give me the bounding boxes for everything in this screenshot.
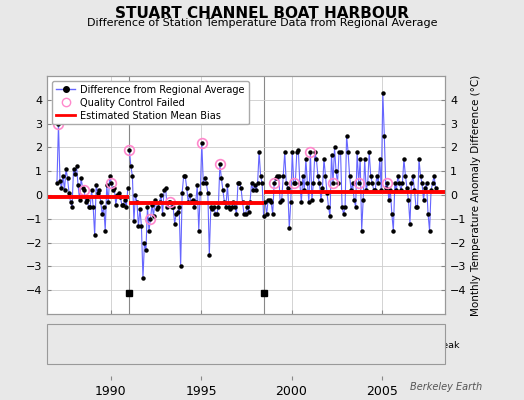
Text: Time of Obs. Change: Time of Obs. Change (267, 342, 366, 350)
Text: ▼: ▼ (255, 341, 264, 351)
Text: Difference of Station Temperature Data from Regional Average: Difference of Station Temperature Data f… (87, 18, 437, 28)
Y-axis label: Monthly Temperature Anomaly Difference (°C): Monthly Temperature Anomaly Difference (… (471, 74, 481, 316)
Text: ◆: ◆ (56, 341, 64, 351)
Text: ■: ■ (372, 341, 383, 351)
Text: STUART CHANNEL BOAT HARBOUR: STUART CHANNEL BOAT HARBOUR (115, 6, 409, 21)
Text: Berkeley Earth: Berkeley Earth (410, 382, 482, 392)
Text: Empirical Break: Empirical Break (385, 342, 460, 350)
Legend: Difference from Regional Average, Quality Control Failed, Estimated Station Mean: Difference from Regional Average, Qualit… (52, 81, 248, 124)
Text: ▲: ▲ (145, 341, 154, 351)
Text: Station Move: Station Move (68, 342, 130, 350)
Text: Record Gap: Record Gap (157, 342, 212, 350)
